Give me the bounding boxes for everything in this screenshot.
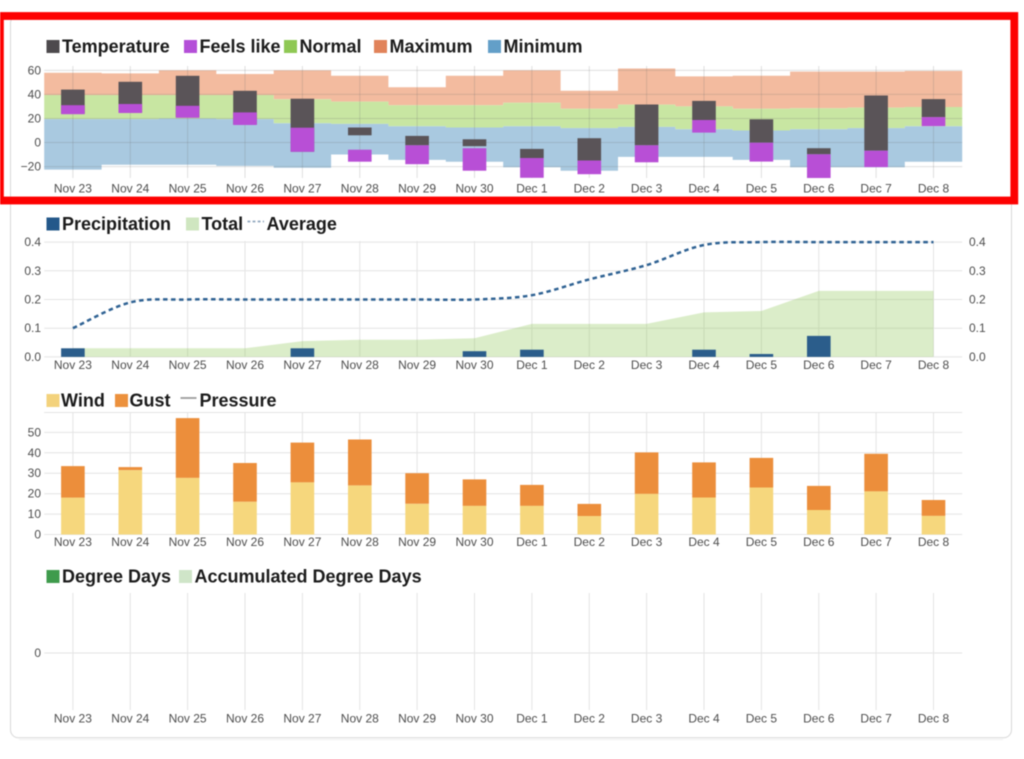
svg-text:Nov 25: Nov 25 <box>169 535 207 549</box>
svg-text:Dec 3: Dec 3 <box>631 712 663 726</box>
svg-text:0.1: 0.1 <box>24 321 41 335</box>
svg-text:Nov 28: Nov 28 <box>341 712 379 726</box>
svg-text:Dec 2: Dec 2 <box>574 712 606 726</box>
svg-text:Nov 23: Nov 23 <box>54 182 92 196</box>
svg-text:40: 40 <box>28 87 42 101</box>
svg-text:40: 40 <box>28 446 42 460</box>
svg-text:Dec 3: Dec 3 <box>631 535 663 549</box>
svg-text:Nov 28: Nov 28 <box>341 358 379 372</box>
svg-text:Dec 1: Dec 1 <box>516 535 548 549</box>
svg-text:Nov 26: Nov 26 <box>226 712 264 726</box>
svg-text:Dec 2: Dec 2 <box>574 535 606 549</box>
svg-text:Temperature: Temperature <box>62 37 170 57</box>
svg-text:Dec 6: Dec 6 <box>803 535 835 549</box>
svg-text:Dec 4: Dec 4 <box>688 182 720 196</box>
svg-text:Nov 25: Nov 25 <box>169 712 207 726</box>
svg-text:Dec 2: Dec 2 <box>574 182 606 196</box>
svg-text:Dec 6: Dec 6 <box>803 712 835 726</box>
svg-text:Nov 27: Nov 27 <box>283 182 321 196</box>
svg-text:30: 30 <box>28 466 42 480</box>
svg-text:Nov 25: Nov 25 <box>169 358 207 372</box>
svg-text:Normal: Normal <box>300 37 362 57</box>
svg-text:0.3: 0.3 <box>969 264 986 278</box>
svg-text:0.3: 0.3 <box>24 264 41 278</box>
svg-text:Dec 7: Dec 7 <box>860 358 892 372</box>
svg-text:60: 60 <box>28 63 42 77</box>
svg-text:Dec 5: Dec 5 <box>746 182 778 196</box>
svg-text:Nov 28: Nov 28 <box>341 182 379 196</box>
svg-text:Nov 23: Nov 23 <box>54 712 92 726</box>
svg-text:Nov 24: Nov 24 <box>111 182 149 196</box>
svg-text:−20: −20 <box>21 160 42 174</box>
svg-text:Precipitation: Precipitation <box>62 214 171 234</box>
svg-text:Dec 5: Dec 5 <box>746 358 778 372</box>
svg-text:Dec 1: Dec 1 <box>516 182 548 196</box>
svg-text:Wind: Wind <box>61 391 105 411</box>
svg-text:Average: Average <box>267 214 337 234</box>
svg-text:Nov 30: Nov 30 <box>455 358 493 372</box>
svg-text:Feels like: Feels like <box>200 37 281 57</box>
svg-text:Accumulated Degree Days: Accumulated Degree Days <box>195 567 422 587</box>
svg-text:0.4: 0.4 <box>969 235 986 249</box>
svg-text:Dec 3: Dec 3 <box>631 358 663 372</box>
svg-text:0: 0 <box>34 528 41 542</box>
svg-text:Dec 6: Dec 6 <box>803 358 835 372</box>
svg-text:50: 50 <box>28 425 42 439</box>
svg-text:Dec 5: Dec 5 <box>746 712 778 726</box>
svg-text:Dec 5: Dec 5 <box>746 535 778 549</box>
svg-text:Nov 28: Nov 28 <box>341 535 379 549</box>
svg-text:Dec 7: Dec 7 <box>860 712 892 726</box>
svg-text:Dec 2: Dec 2 <box>574 358 606 372</box>
svg-text:Nov 29: Nov 29 <box>398 358 436 372</box>
svg-text:0: 0 <box>34 646 41 660</box>
svg-text:Nov 24: Nov 24 <box>111 712 149 726</box>
svg-text:0.4: 0.4 <box>24 235 41 249</box>
svg-text:Nov 24: Nov 24 <box>111 535 149 549</box>
svg-text:0.2: 0.2 <box>969 293 986 307</box>
svg-text:Minimum: Minimum <box>504 37 583 57</box>
svg-text:Dec 8: Dec 8 <box>918 182 950 196</box>
svg-text:0: 0 <box>34 136 41 150</box>
svg-text:Gust: Gust <box>130 391 171 411</box>
svg-text:20: 20 <box>28 112 42 126</box>
svg-text:10: 10 <box>28 507 42 521</box>
svg-text:Nov 27: Nov 27 <box>283 358 321 372</box>
svg-text:Nov 29: Nov 29 <box>398 535 436 549</box>
svg-text:Dec 4: Dec 4 <box>688 535 720 549</box>
svg-text:Nov 23: Nov 23 <box>54 535 92 549</box>
svg-text:Dec 8: Dec 8 <box>918 712 950 726</box>
svg-text:0.0: 0.0 <box>24 350 41 364</box>
svg-text:Nov 26: Nov 26 <box>226 535 264 549</box>
svg-text:Nov 26: Nov 26 <box>226 182 264 196</box>
svg-text:Dec 4: Dec 4 <box>688 358 720 372</box>
svg-text:0.0: 0.0 <box>969 350 986 364</box>
svg-text:Nov 27: Nov 27 <box>283 535 321 549</box>
svg-text:Maximum: Maximum <box>390 37 473 57</box>
svg-text:Nov 25: Nov 25 <box>169 182 207 196</box>
svg-text:Nov 29: Nov 29 <box>398 712 436 726</box>
svg-text:Total: Total <box>202 214 244 234</box>
svg-text:Pressure: Pressure <box>200 391 277 411</box>
svg-text:Nov 30: Nov 30 <box>455 712 493 726</box>
svg-text:Nov 30: Nov 30 <box>455 535 493 549</box>
svg-text:Dec 1: Dec 1 <box>516 712 548 726</box>
svg-text:Nov 24: Nov 24 <box>111 358 149 372</box>
svg-text:Nov 30: Nov 30 <box>455 182 493 196</box>
svg-text:Degree Days: Degree Days <box>62 567 171 587</box>
svg-text:0.2: 0.2 <box>24 293 41 307</box>
svg-text:Nov 27: Nov 27 <box>283 712 321 726</box>
svg-text:Dec 8: Dec 8 <box>918 358 950 372</box>
svg-text:Nov 23: Nov 23 <box>54 358 92 372</box>
svg-text:0.1: 0.1 <box>969 321 986 335</box>
svg-text:Dec 7: Dec 7 <box>860 182 892 196</box>
svg-text:Dec 7: Dec 7 <box>860 535 892 549</box>
svg-text:Dec 4: Dec 4 <box>688 712 720 726</box>
svg-text:20: 20 <box>28 487 42 501</box>
svg-text:Dec 1: Dec 1 <box>516 358 548 372</box>
svg-text:Dec 3: Dec 3 <box>631 182 663 196</box>
svg-text:Dec 8: Dec 8 <box>918 535 950 549</box>
svg-text:Dec 6: Dec 6 <box>803 182 835 196</box>
svg-text:Nov 29: Nov 29 <box>398 182 436 196</box>
svg-text:Nov 26: Nov 26 <box>226 358 264 372</box>
